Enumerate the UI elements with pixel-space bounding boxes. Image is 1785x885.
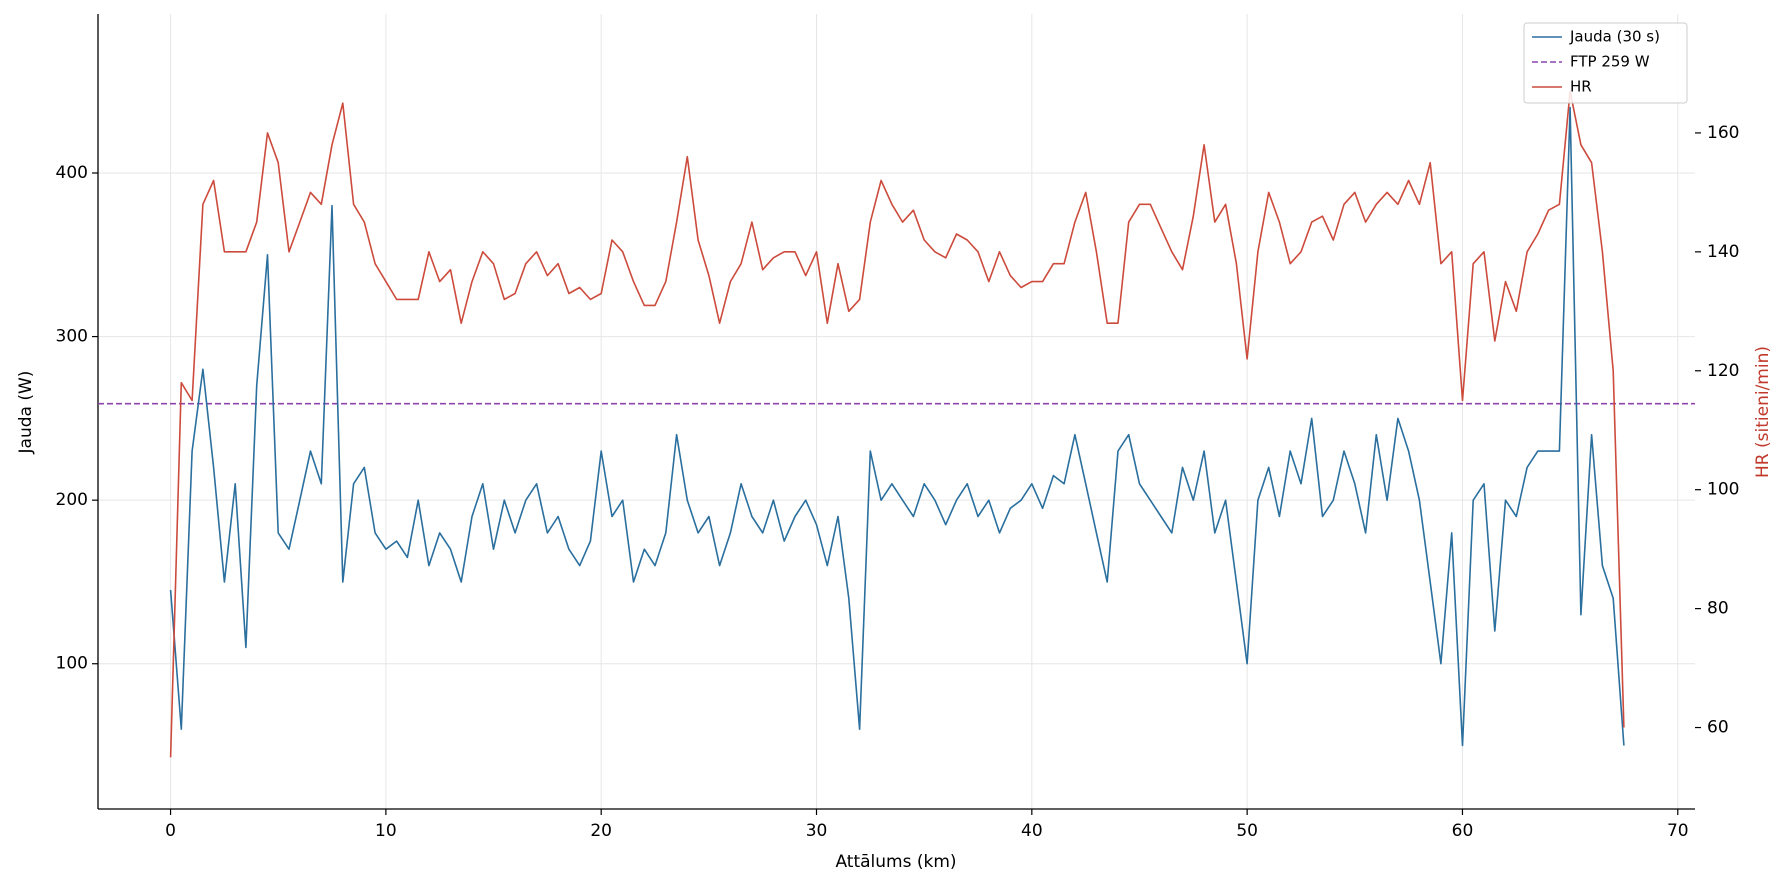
- x-tick-label: 0: [165, 821, 176, 841]
- y2-tick-label: 60: [1707, 718, 1729, 738]
- y2-tick-label: 80: [1707, 599, 1729, 619]
- y-axis-label: Jauda (W): [16, 371, 36, 455]
- y2-tick-label: 120: [1707, 361, 1739, 381]
- x-tick-label: 70: [1667, 821, 1689, 841]
- legend-label: HR: [1570, 78, 1592, 96]
- legend-box: [1523, 22, 1688, 104]
- series-line: [169, 106, 1625, 747]
- y-tick-label: 400: [56, 163, 88, 183]
- y2-axis-label: HR (sitieni/min): [1753, 346, 1773, 478]
- y2-tick-label: 140: [1707, 242, 1739, 262]
- y2-tick-label: 160: [1707, 123, 1739, 143]
- legend-label: Jauda (30 s): [1569, 28, 1660, 46]
- x-tick-label: 10: [375, 821, 397, 841]
- legend-label: FTP 259 W: [1570, 53, 1650, 71]
- x-tick-label: 40: [1021, 821, 1043, 841]
- x-tick-label: 20: [590, 821, 612, 841]
- y2-tick-label: 100: [1707, 480, 1739, 500]
- y-tick-label: 300: [56, 327, 88, 347]
- x-tick-label: 30: [806, 821, 828, 841]
- series-line: [169, 90, 1625, 758]
- y-tick-label: 100: [56, 654, 88, 674]
- y-tick-label: 200: [56, 490, 88, 510]
- x-axis-label: Attālums (km): [835, 852, 956, 872]
- x-tick-label: 50: [1236, 821, 1258, 841]
- x-tick-label: 60: [1452, 821, 1474, 841]
